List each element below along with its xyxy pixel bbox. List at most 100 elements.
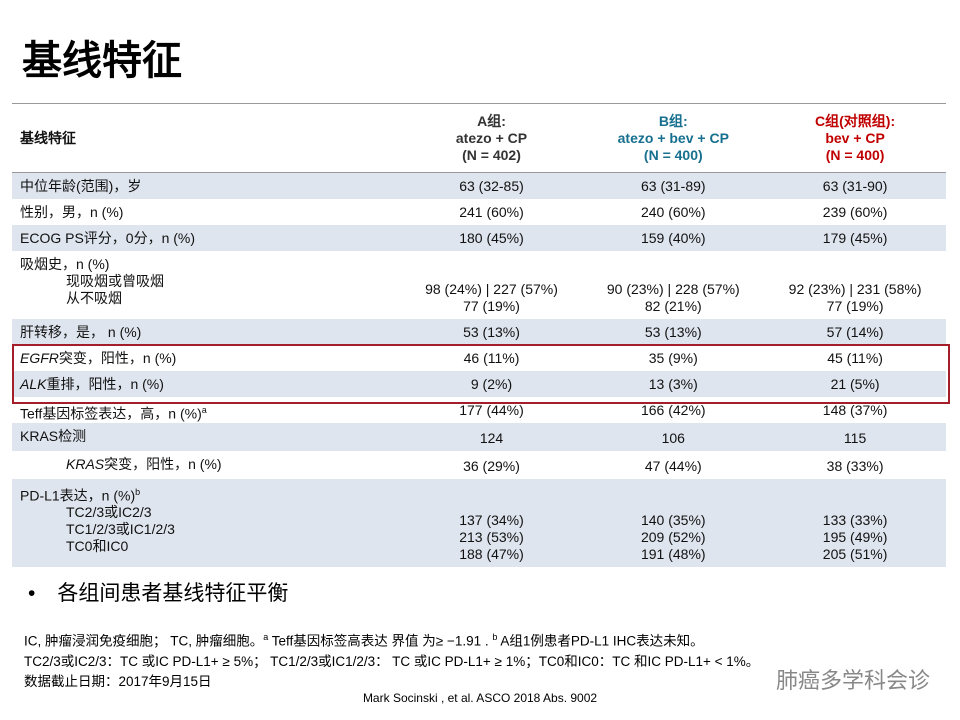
cell-line: 188 (47%)	[459, 545, 524, 562]
cell-line: 53 (13%)	[463, 323, 520, 340]
text: Teff基因标签高表达 界值 为≥ −1.91 .	[268, 633, 493, 649]
header-line: (N = 402)	[462, 146, 521, 163]
row: 性别，男，n (%) 241 (60%) 240 (60%) 239 (60%)	[12, 199, 946, 225]
cell-line: 92 (23%) | 231 (58%)	[788, 280, 922, 297]
title: 基线特征	[22, 39, 182, 83]
cell-line: 57 (14%)	[826, 323, 884, 340]
label-line: TC2/3或IC2/3	[20, 504, 401, 521]
row: ALK重排，阳性，n (%) 9 (2%) 13 (3%) 21 (5%)	[12, 370, 946, 397]
row-label: 中位年龄(范围)，岁	[12, 173, 401, 199]
text: 中位年龄(范围)，岁	[20, 178, 142, 194]
cell: 53 (13%)	[401, 319, 583, 345]
label-line: 吸烟史，n (%)	[20, 256, 401, 273]
header-line: (N = 400)	[643, 146, 703, 163]
cell: 38 (33%)	[764, 451, 946, 479]
header-line: bev + CP	[825, 129, 885, 146]
cell: 90 (23%) | 228 (57%) 82 (21%)	[582, 251, 764, 319]
cell-line: 179 (45%)	[822, 229, 888, 246]
text: TC2/3或IC2/3	[66, 504, 152, 521]
cell-line: 53 (13%)	[644, 323, 702, 340]
text: Teff基因标签表达，高，n (%)	[20, 405, 202, 422]
cell-line: 191 (48%)	[640, 545, 706, 562]
cell: 179 (45%)	[764, 225, 946, 251]
row-label: PD-L1表达，n (%)b TC2/3或IC2/3 TC1/2/3或IC1/2/3…	[12, 479, 401, 567]
cell: 63 (31-90)	[764, 173, 946, 199]
text: 突变，阳性，n (%)	[58, 349, 177, 366]
cell: 239 (60%)	[764, 199, 946, 225]
row-label: KRAS检测	[12, 423, 401, 451]
cell: 36 (29%)	[401, 451, 583, 479]
row-label: EGFR突变，阳性，n (%)	[12, 345, 401, 371]
cell-line: 148 (37%)	[822, 401, 888, 418]
label-line: TC1/2/3或IC1/2/3	[20, 521, 401, 538]
text: KRAS检测	[20, 427, 87, 444]
label-line: ECOG PS评分，0分，n (%)	[20, 230, 401, 247]
text: A组1例患者PD-L1 IHC表达未知。	[497, 633, 704, 649]
text: TC1/2/3或IC1/2/3	[66, 521, 175, 538]
cell-line: 180 (45%)	[459, 229, 524, 246]
header-line: A组:	[477, 112, 506, 129]
cell-line: 46 (11%)	[463, 349, 520, 366]
cell: 115	[764, 423, 946, 451]
text: ECOG PS评分，0分，n (%)	[20, 229, 196, 246]
row: KRAS突变，阳性，n (%) 36 (29%) 47 (44%) 38 (33%)	[12, 451, 946, 479]
cell-line: 63 (31-90)	[822, 177, 888, 194]
label-line: ALK重排，阳性，n (%)	[20, 376, 401, 393]
cell: 9 (2%)	[401, 371, 583, 397]
row-label: Teff基因标签表达，高，n (%)a	[12, 397, 401, 423]
cell-line: 13 (3%)	[648, 375, 698, 392]
cell: 180 (45%)	[401, 225, 583, 251]
cell: 63 (31-89)	[582, 173, 764, 199]
row-label: ECOG PS评分，0分，n (%)	[12, 225, 401, 251]
row-label: ALK重排，阳性，n (%)	[12, 371, 401, 397]
header-line: C组(对照组):	[815, 112, 896, 129]
cell-line: 98 (24%) | 227 (57%)	[425, 280, 558, 297]
label-line: 中位年龄(范围)，岁	[20, 178, 401, 195]
cell: 240 (60%)	[582, 199, 764, 225]
row-label: 肝转移，是， n (%)	[12, 319, 401, 345]
cell: 57 (14%)	[764, 319, 946, 345]
text: b	[492, 632, 498, 642]
cell-line: 166 (42%)	[640, 401, 706, 418]
cell-line: 205 (51%)	[822, 545, 888, 562]
header-line: atezo + CP	[455, 129, 528, 146]
row-label: 性别，男，n (%)	[12, 199, 401, 225]
cell-line: 77 (19%)	[463, 297, 520, 314]
cell-line: 209 (52%)	[640, 528, 706, 545]
text: a	[201, 404, 207, 415]
cell: 98 (24%) | 227 (57%) 77 (19%)	[401, 251, 583, 319]
column-header: B组: atezo + bev + CP (N = 400)	[582, 103, 765, 173]
row: PD-L1表达，n (%)b TC2/3或IC2/3 TC1/2/3或IC1/2/3…	[12, 478, 946, 567]
cell: 133 (33%) 195 (49%) 205 (51%)	[764, 479, 946, 567]
cell-line: 47 (44%)	[644, 457, 702, 474]
cell-line: 140 (35%)	[640, 511, 706, 528]
text: TC0和IC0	[66, 538, 129, 555]
text: TC2/3或IC2/3：TC 或IC PD-L1+ ≥ 5%； TC1/2/3或…	[24, 653, 760, 669]
cell-line: 90 (23%) | 228 (57%)	[606, 280, 740, 297]
cell: 148 (37%)	[764, 397, 946, 423]
cell-line: 21 (5%)	[830, 375, 880, 392]
text: PD-L1表达，n (%)	[20, 487, 136, 504]
label-line: KRAS检测	[20, 428, 401, 445]
cell: 53 (13%)	[582, 319, 764, 345]
row: KRAS检测 124 106 115	[12, 422, 946, 451]
header-line: 基线特征	[20, 129, 76, 146]
cell-line: 159 (40%)	[640, 229, 706, 246]
cell-line: 177 (44%)	[459, 401, 524, 418]
label-line: 性别，男，n (%)	[20, 204, 401, 221]
row: EGFR突变，阳性，n (%) 46 (11%) 35 (9%) 45 (11%)	[12, 345, 946, 371]
cell-line: 133 (33%)	[822, 511, 888, 528]
cell-line: 195 (49%)	[822, 528, 888, 545]
cell: 21 (5%)	[764, 371, 946, 397]
cell-line: 35 (9%)	[648, 349, 698, 366]
label-line: 从不吸烟	[20, 290, 401, 307]
cell-line: 82 (21%)	[644, 297, 702, 314]
label-line: PD-L1表达，n (%)b	[20, 484, 401, 505]
table: 基线特征 A组: atezo + CP (N = 402) B组: atezo + bev…	[12, 103, 946, 567]
text: 重排，阳性，n (%)	[46, 375, 164, 392]
cell: 106	[582, 423, 764, 451]
text: 数据截止日期：2017年9月15日	[24, 673, 212, 689]
label-line: Teff基因标签表达，高，n (%)a	[20, 402, 401, 423]
column-header: C组(对照组): bev + CP (N = 400)	[764, 103, 946, 173]
